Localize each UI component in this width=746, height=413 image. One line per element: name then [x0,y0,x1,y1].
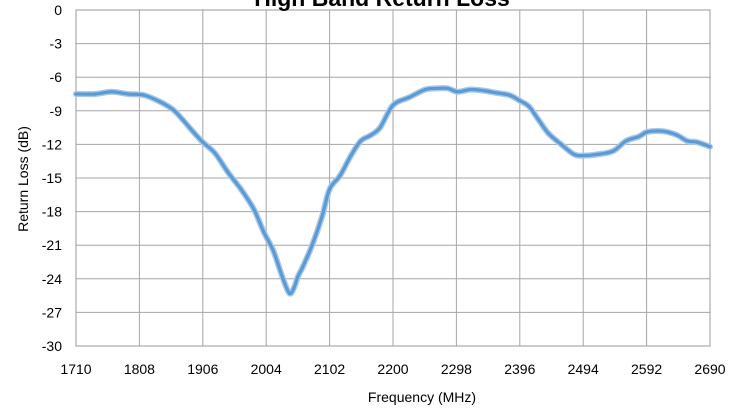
x-tick-label: 2004 [251,361,282,377]
series-point [494,91,499,95]
y-tick-label: -21 [42,237,62,253]
series-point [338,174,342,178]
series-point [378,126,382,130]
y-tick-label: -24 [42,271,62,287]
y-tick-label: -15 [42,170,62,186]
series-point [446,86,450,90]
series-point [637,134,641,139]
series-point [572,152,576,157]
series-point [481,89,486,93]
series-point [685,139,689,143]
series-point [624,139,628,143]
y-tick-labels: 0 -3 -6 -9 -12 -15 -18 -21 -24 -27 -30 [42,2,62,354]
series-point [296,274,300,279]
series-point [456,90,460,94]
y-tick-label: -6 [50,69,63,85]
y-tick-label: -3 [50,36,63,52]
x-tick-label: 2494 [568,361,599,377]
y-tick-label: -27 [42,304,62,320]
series-point [676,133,680,138]
series-point [171,108,175,112]
x-tick-label: 1710 [60,361,91,377]
chart-title: High Band Return Loss [254,0,510,11]
series-point [407,95,411,99]
x-tick-label: 2200 [377,361,408,377]
series-point [262,230,266,234]
series-point [281,277,285,281]
series-point [527,104,531,108]
y-tick-label: -12 [42,136,62,152]
series-point [581,154,585,158]
series-point [190,129,195,133]
series-point [142,93,146,97]
x-tick-label: 2396 [504,361,535,377]
series-point [708,145,712,149]
series-point [611,149,615,153]
series-layer [73,85,713,297]
series-point [435,86,439,90]
series-point [359,139,363,143]
y-tick-label: -18 [42,204,62,220]
x-tick-label: 2690 [694,361,725,377]
series-point [328,187,332,191]
series-point [239,187,243,191]
series-point [518,99,522,103]
y-tick-label: -30 [42,338,62,354]
series-point [181,118,185,122]
x-tick-label: 2298 [441,361,472,377]
series-point [559,142,563,146]
series-point [300,266,305,270]
series-point [226,170,230,174]
series-point [213,151,217,155]
y-tick-label: -9 [50,103,63,119]
series-point [292,286,296,290]
series-point [391,103,395,107]
series-point [287,291,292,295]
series-point [158,100,162,104]
series-point [271,249,275,253]
series-point [320,215,324,219]
series-point [666,130,670,134]
series-point [423,87,427,92]
series-point [349,154,353,158]
x-tick-labels: 1710 1808 1906 2004 2102 2200 2298 2396 2494 2592… [60,361,725,377]
series-point [507,93,512,97]
series-point [126,92,130,96]
series-point [201,140,205,144]
series-point [656,129,660,133]
series-point [645,130,649,134]
x-axis-label: Frequency (MHz) [368,389,476,405]
x-tick-label: 1906 [187,361,218,377]
series-point [310,243,314,247]
y-tick-label: 0 [54,2,62,18]
series-point [252,207,256,211]
series-point [93,92,98,96]
y-axis-label: Return Loss (dB) [15,126,31,232]
series-point [74,92,78,96]
x-tick-label: 2102 [314,361,345,377]
series-point [368,133,372,138]
series-point [595,152,599,157]
plot-area-border [75,9,711,347]
series-point [695,140,699,144]
series-point [536,118,541,122]
x-tick-label: 1808 [124,361,155,377]
series-point [109,90,114,94]
series-point [469,87,473,92]
x-tick-label: 2592 [631,361,662,377]
series-point [546,131,550,135]
